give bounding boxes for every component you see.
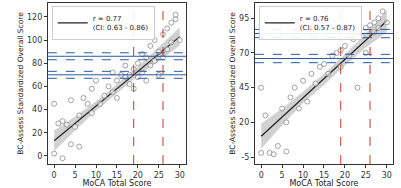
svg-text:100: 100 <box>27 36 42 45</box>
svg-text:25: 25 <box>361 171 371 180</box>
svg-text:30: 30 <box>175 171 185 180</box>
svg-text:15: 15 <box>319 171 329 180</box>
svg-text:20: 20 <box>32 129 42 138</box>
svg-text:MoCA Total Score: MoCA Total Score <box>289 179 358 188</box>
svg-text:10: 10 <box>91 171 101 180</box>
svg-text:70: 70 <box>239 49 249 58</box>
svg-text:0: 0 <box>37 152 42 161</box>
svg-text:5: 5 <box>73 171 78 180</box>
svg-text:15: 15 <box>112 171 122 180</box>
svg-text:10: 10 <box>298 171 308 180</box>
svg-text:0: 0 <box>52 171 57 180</box>
svg-text:0: 0 <box>259 171 264 180</box>
svg-text:20: 20 <box>133 171 143 180</box>
svg-text:80: 80 <box>32 59 42 68</box>
svg-text:95: 95 <box>239 14 249 23</box>
svg-text:BC-Assess Standardized Overall: BC-Assess Standardized Overall Score <box>228 12 237 155</box>
svg-text:40: 40 <box>32 105 42 114</box>
svg-text:MoCA Total Score: MoCA Total Score <box>82 179 151 188</box>
svg-text:20: 20 <box>340 171 350 180</box>
svg-text:45: 45 <box>239 83 249 92</box>
svg-text:5: 5 <box>280 171 285 180</box>
svg-text:120: 120 <box>27 13 42 22</box>
svg-text:BC-Assess Standardized Overall: BC-Assess Standardized Overall Score <box>16 12 25 155</box>
svg-text:20: 20 <box>239 118 249 127</box>
svg-text:-5: -5 <box>241 153 249 162</box>
svg-text:25: 25 <box>154 171 164 180</box>
svg-text:r = 0.76(CI: 0.57 - 0.87): r = 0.76(CI: 0.57 - 0.87) <box>300 15 355 32</box>
svg-text:30: 30 <box>382 171 392 180</box>
svg-text:60: 60 <box>32 82 42 91</box>
svg-text:r = 0.77(CI: 0.63 - 0.86): r = 0.77(CI: 0.63 - 0.86) <box>93 15 148 32</box>
